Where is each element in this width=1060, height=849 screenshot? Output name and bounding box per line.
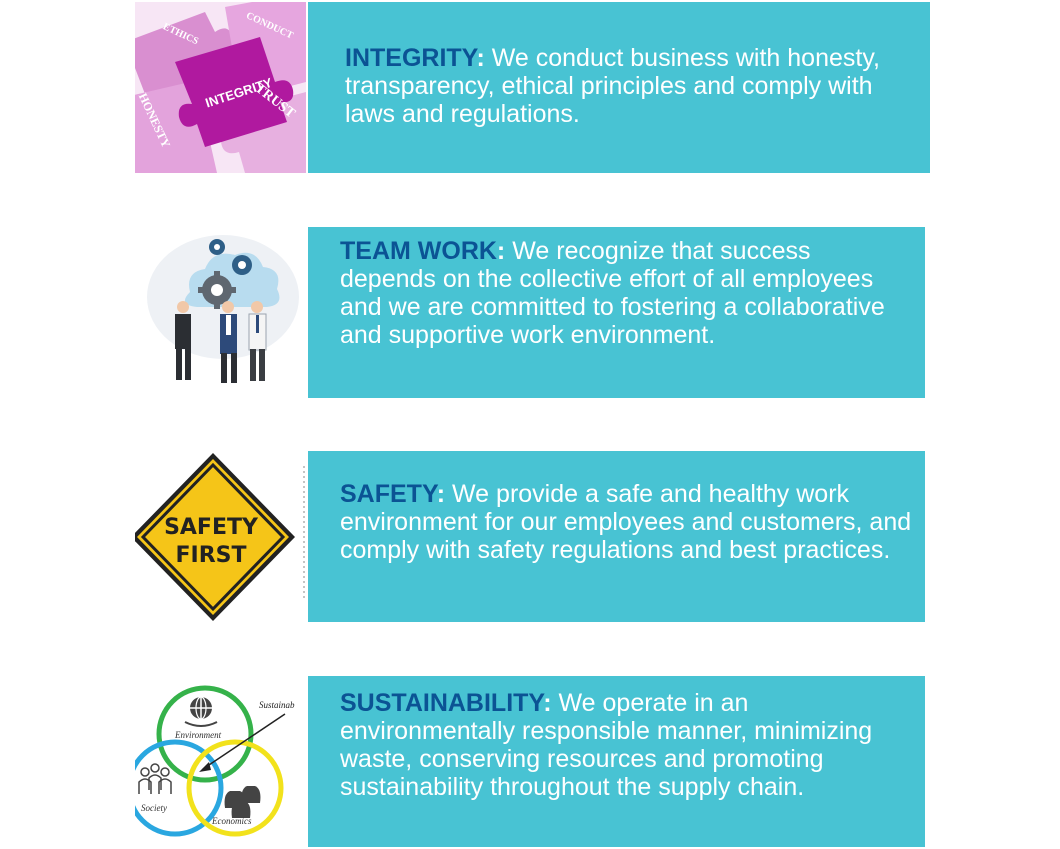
safety-description: We provide a safe and healthy work envir…: [340, 480, 912, 564]
safety-sign-icon: SAFETY FIRST: [135, 451, 306, 622]
value-row-integrity: INTEGRITY ETHICS CONDUCT HONESTY TRUST I…: [135, 2, 930, 173]
integrity-image: INTEGRITY ETHICS CONDUCT HONESTY TRUST: [135, 2, 306, 173]
value-row-sustainability: Environment Society Economics Sustainab …: [135, 676, 930, 847]
integrity-text: INTEGRITY: We conduct business with hone…: [345, 44, 910, 128]
team-work-heading: TEAM WORK: [340, 237, 497, 265]
puzzle-pieces-icon: INTEGRITY ETHICS CONDUCT HONESTY TRUST: [135, 2, 306, 173]
safety-sign-line-2: FIRST: [175, 543, 246, 568]
sustainability-heading: SUSTAINABILITY: [340, 689, 544, 717]
sustainability-description: We operate in an environmentally respons…: [340, 689, 873, 801]
sustainability-image: Environment Society Economics Sustainab: [135, 676, 306, 847]
team-work-description: We recognize that success depends on the…: [340, 237, 885, 349]
sustainability-colon: :: [543, 689, 552, 717]
safety-image: SAFETY FIRST: [135, 451, 306, 622]
team-work-text: TEAM WORK: We recognize that success dep…: [340, 237, 913, 349]
team-work-panel: TEAM WORK: We recognize that success dep…: [308, 227, 925, 398]
safety-panel: SAFETY: We provide a safe and healthy wo…: [308, 451, 925, 622]
integrity-description: We conduct business with honesty, transp…: [345, 44, 880, 128]
venn-label-economics: Economics: [211, 816, 252, 826]
integrity-panel: INTEGRITY: We conduct business with hone…: [308, 2, 930, 173]
integrity-heading: INTEGRITY: [345, 44, 477, 72]
integrity-colon: :: [476, 44, 485, 72]
team-work-image: [135, 227, 306, 398]
safety-sign-line-1: SAFETY: [164, 515, 259, 540]
sustainability-text: SUSTAINABILITY: We operate in an environ…: [340, 689, 913, 801]
team-gears-icon: [135, 227, 306, 398]
safety-text: SAFETY: We provide a safe and healthy wo…: [340, 480, 913, 564]
venn-label-sustainability: Sustainab: [259, 700, 295, 710]
sustainability-panel: SUSTAINABILITY: We operate in an environ…: [308, 676, 925, 847]
value-row-team-work: TEAM WORK: We recognize that success dep…: [135, 227, 930, 398]
sustainability-venn-icon: Environment Society Economics Sustainab: [135, 676, 306, 847]
safety-heading: SAFETY: [340, 480, 437, 508]
venn-label-society: Society: [141, 803, 167, 813]
value-row-safety: SAFETY FIRST SAFETY: We provide a safe a…: [135, 451, 930, 622]
team-work-colon: :: [496, 237, 506, 265]
venn-label-environment: Environment: [174, 730, 222, 740]
safety-colon: :: [436, 480, 446, 508]
